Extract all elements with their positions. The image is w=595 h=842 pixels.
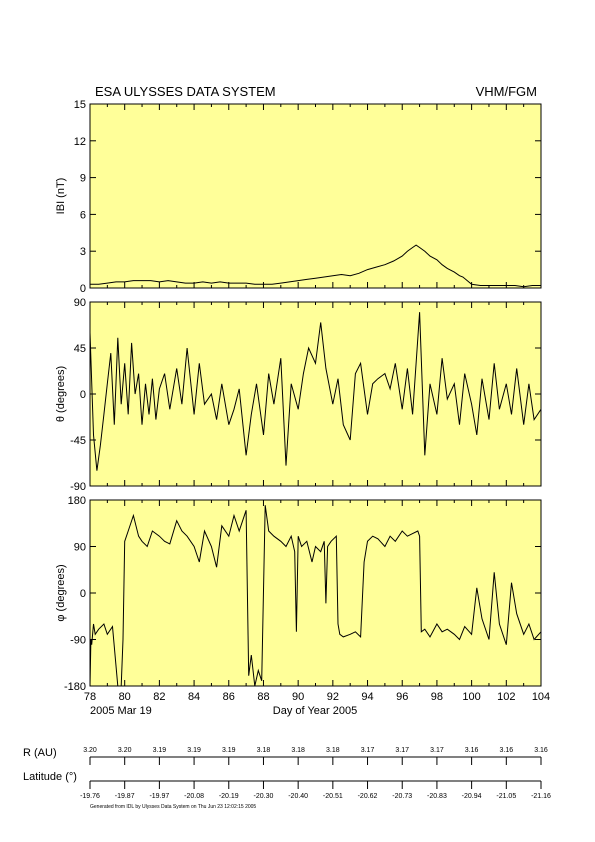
panel-theta: -90 -45 0 45 90 θ (degrees): [55, 297, 542, 493]
x-tick-label: 90: [292, 691, 304, 703]
r-value: 3.16: [534, 747, 548, 754]
series-line-phi: [90, 505, 541, 686]
panel-B: 0 3 6 9 12 15 IBI (nT): [55, 99, 542, 295]
latitude-value: -20.73: [392, 793, 412, 800]
latitude-value: -20.94: [462, 793, 482, 800]
panel-phi-background: [89, 499, 542, 687]
latitude-value: -20.30: [254, 793, 274, 800]
series-line-theta: [90, 312, 541, 471]
latitude-value: -19.76: [80, 793, 100, 800]
r-value: 3.20: [118, 747, 132, 754]
x-tick-label: 78: [84, 691, 96, 703]
r-value: 3.19: [187, 747, 201, 754]
r-value: 3.18: [257, 747, 271, 754]
generated-footer: Generated from IDL by Ulysses Data Syste…: [90, 804, 256, 810]
y-axis-label-phi: φ (degrees): [55, 564, 67, 621]
y-tick-label: 6: [80, 209, 86, 221]
x-tick-label: 84: [188, 691, 200, 703]
latitude-value: -20.51: [323, 793, 343, 800]
x-tick-label: 88: [257, 691, 269, 703]
r-value: 3.16: [465, 747, 479, 754]
y-tick-label: 180: [68, 495, 86, 507]
y-tick-label: 0: [80, 389, 86, 401]
x-tick-label: 80: [119, 691, 131, 703]
r-value: 3.17: [430, 747, 444, 754]
plot-panels: 0 3 6 9 12 15 IBI (nT) -90 -45 0 45 90 θ (degrees) -1…: [55, 99, 550, 703]
y-tick-label: 9: [80, 173, 86, 185]
latitude-value: -20.83: [427, 793, 447, 800]
series-line-B: [90, 244, 541, 288]
y-tick-label: 3: [80, 246, 86, 258]
r-value: 3.19: [222, 747, 236, 754]
panel-theta-background: [89, 301, 542, 487]
y-tick-label: -180: [64, 681, 86, 693]
panel-phi: -180 -90 0 90 180 φ (degrees): [55, 495, 542, 693]
r-value: 3.17: [395, 747, 409, 754]
y-tick-label: 15: [74, 99, 86, 111]
x-tick-label: 102: [497, 691, 515, 703]
chart-title: ESA ULYSSES DATA SYSTEM: [95, 84, 276, 99]
latitude-value: -19.87: [115, 793, 135, 800]
latitude-value: -20.08: [184, 793, 204, 800]
latitude-value: -21.05: [496, 793, 516, 800]
r-value: 3.16: [499, 747, 513, 754]
instrument-label: VHM/FGM: [476, 84, 537, 99]
r-value: 3.20: [83, 747, 97, 754]
x-tick-label: 104: [532, 691, 550, 703]
y-tick-label: -90: [70, 635, 86, 647]
r-value: 3.18: [291, 747, 305, 754]
x-tick-label: 96: [396, 691, 408, 703]
y-axis-label-B: IBI (nT): [55, 178, 67, 215]
y-tick-label: -45: [70, 435, 86, 447]
y-tick-label: 45: [74, 343, 86, 355]
y-tick-label: 0: [80, 283, 86, 295]
latitude-value: -20.19: [219, 793, 239, 800]
x-tick-label: 82: [153, 691, 165, 703]
x-tick-label: 92: [327, 691, 339, 703]
latitude-label: Latitude (°): [23, 771, 77, 783]
r-value: 3.17: [361, 747, 375, 754]
r-value: 3.19: [153, 747, 167, 754]
latitude-value: -20.40: [288, 793, 308, 800]
latitude-value: -19.97: [149, 793, 169, 800]
y-tick-label: 12: [74, 136, 86, 148]
y-tick-label: 0: [80, 588, 86, 600]
x-tick-label: 86: [223, 691, 235, 703]
ephemeris-strip: R (AU) Latitude (°) 3.20 3.20 3.19 3.19 3.19…: [23, 747, 551, 800]
latitude-value: -21.16: [531, 793, 551, 800]
latitude-value: -20.62: [358, 793, 378, 800]
y-tick-label: -90: [70, 481, 86, 493]
x-axis-label: Day of Year 2005: [273, 705, 357, 717]
r-au-label: R (AU): [23, 747, 57, 759]
x-tick-label: 94: [361, 691, 373, 703]
y-tick-label: 90: [74, 297, 86, 309]
x-axis-start-date: 2005 Mar 19: [90, 705, 152, 717]
x-tick-label: 98: [431, 691, 443, 703]
y-axis-label-theta: θ (degrees): [55, 366, 67, 422]
r-value: 3.18: [326, 747, 340, 754]
y-tick-label: 90: [74, 542, 86, 554]
panel-B-background: [89, 103, 542, 289]
x-tick-label: 100: [462, 691, 480, 703]
